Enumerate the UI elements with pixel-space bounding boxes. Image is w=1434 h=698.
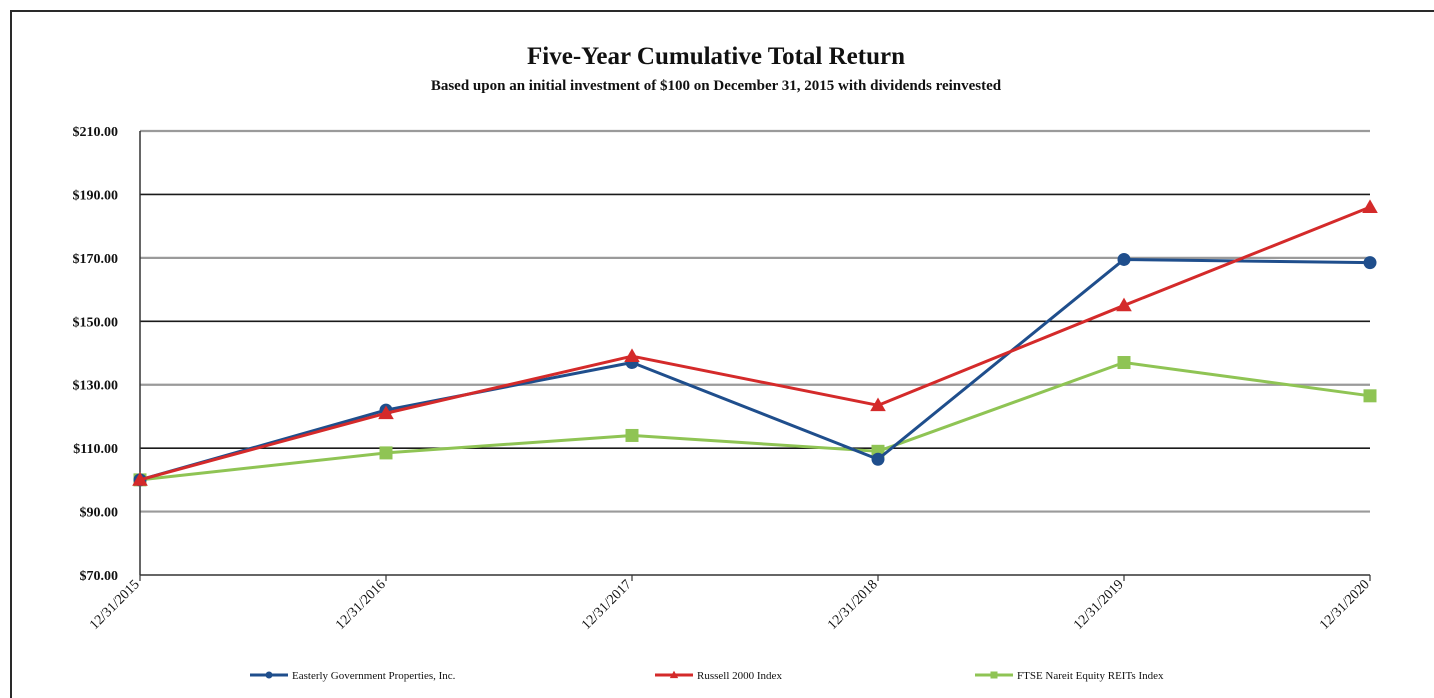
y-tick-label: $210.00: [73, 125, 119, 140]
data-point: [990, 671, 998, 679]
series-2: [133, 356, 1377, 487]
data-point: [379, 446, 393, 460]
x-tick-label: 12/31/2017: [579, 577, 635, 633]
data-point: [1363, 256, 1377, 270]
data-point: [871, 452, 885, 466]
data-point: [669, 670, 679, 679]
data-point: [1362, 199, 1378, 213]
series-line: [139, 205, 1371, 482]
data-point: [870, 397, 886, 412]
legend-item: Easterly Government Properties, Inc.: [250, 670, 456, 682]
x-tick-label: 12/31/2020: [1317, 577, 1373, 633]
legend: Easterly Government Properties, Inc. Russ…: [250, 670, 1164, 682]
data-point: [265, 671, 273, 679]
y-tick-label: $190.00: [73, 188, 119, 203]
chart-title: Five-Year Cumulative Total Return: [527, 43, 905, 70]
y-tick-label: $90.00: [80, 506, 119, 521]
y-tick-label: $170.00: [73, 252, 119, 267]
chart-frame: [10, 10, 1434, 698]
legend-item: FTSE Nareit Equity REITs Index: [975, 670, 1164, 682]
y-tick-label: $110.00: [73, 442, 118, 457]
x-tick-label: 12/31/2016: [333, 577, 389, 633]
series-1: [132, 199, 1378, 486]
data-point: [378, 405, 394, 420]
y-tick-label: $150.00: [73, 315, 119, 330]
series-0: [133, 252, 1377, 487]
legend-label: FTSE Nareit Equity REITs Index: [1017, 670, 1164, 682]
data-point: [624, 348, 640, 363]
data-point: [1117, 356, 1131, 370]
legend-item: Russell 2000 Index: [655, 670, 782, 682]
series-line: [139, 257, 1371, 482]
data-point: [132, 472, 148, 486]
x-tick-label: 12/31/2018: [825, 577, 881, 633]
series-layer: [132, 199, 1378, 487]
data-point: [1363, 389, 1377, 403]
data-point: [625, 428, 639, 442]
chart-subtitle: Based upon an initial investment of $100…: [431, 78, 1002, 94]
data-point: [1116, 297, 1132, 312]
grid-layer: [140, 129, 1370, 513]
legend-label: Russell 2000 Index: [697, 670, 782, 682]
y-tick-label: $130.00: [73, 379, 119, 394]
series-line: [139, 361, 1371, 482]
axis-layer: $70.00 $90.00 $110.00 $130.00 $150.00 $170.00…: [73, 125, 1373, 633]
x-tick-label: 12/31/2019: [1071, 577, 1127, 633]
y-tick-label: $70.00: [80, 569, 119, 584]
x-tick-label: 12/31/2015: [87, 577, 143, 633]
data-point: [1117, 252, 1131, 266]
legend-label: Easterly Government Properties, Inc.: [292, 670, 456, 682]
